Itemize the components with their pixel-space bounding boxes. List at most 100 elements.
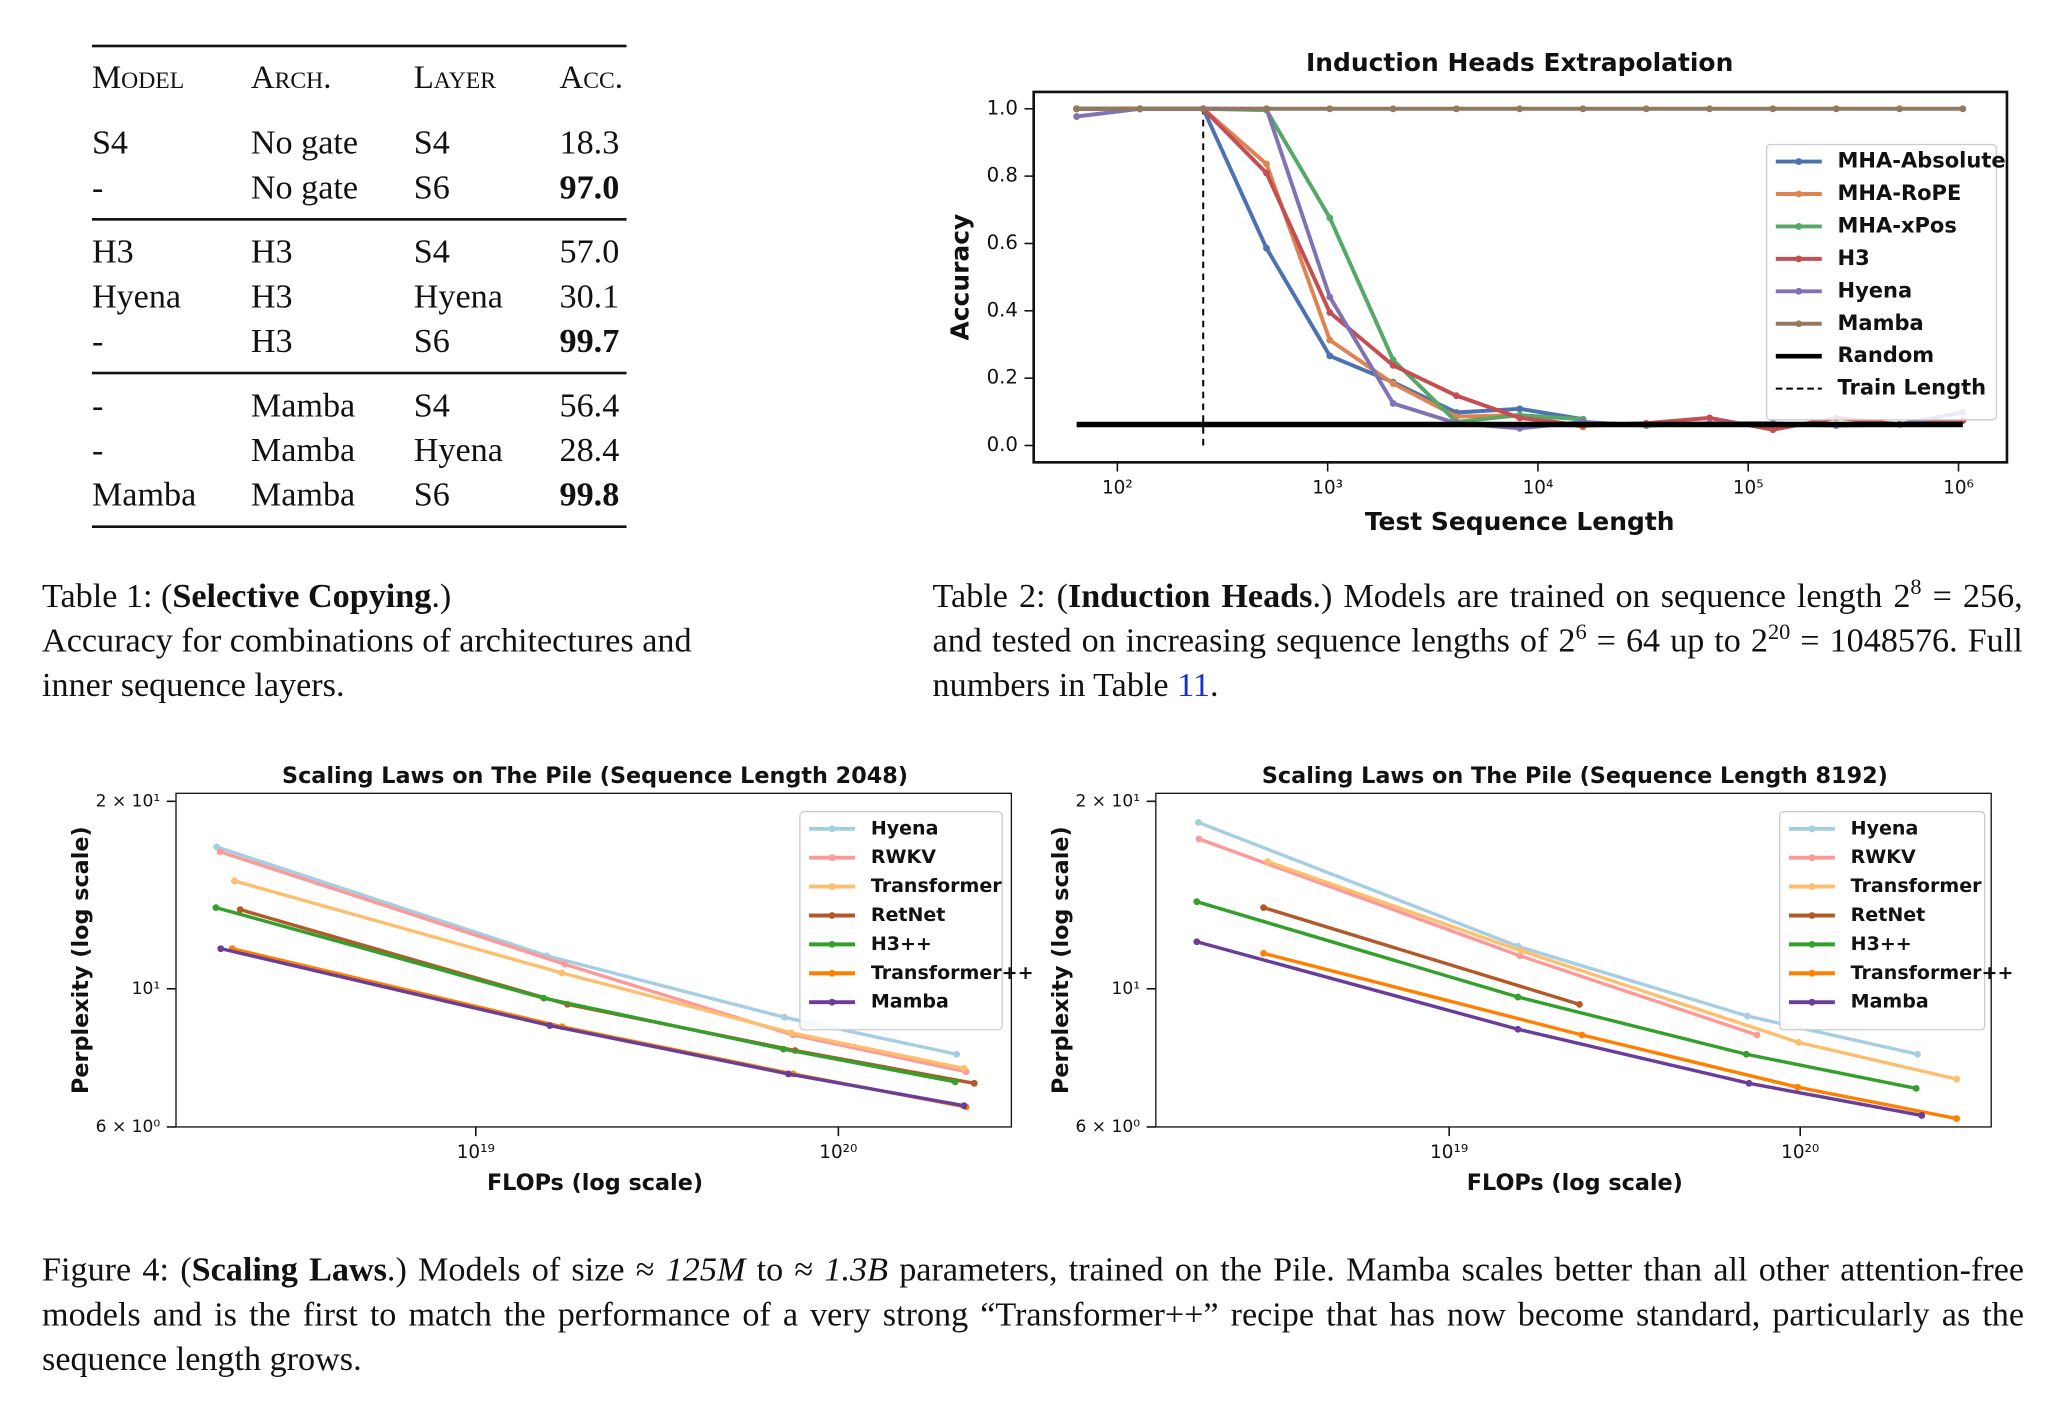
legend-label: Mamba	[1838, 310, 1924, 335]
table-cell: S4	[413, 123, 450, 162]
legend-label: RetNet	[1851, 904, 1926, 926]
legend-marker	[1808, 912, 1816, 919]
legend-label: Train Length	[1838, 375, 1987, 400]
caption-text: 11	[1177, 665, 1210, 705]
data-point	[1073, 105, 1081, 113]
caption-text: Induction Heads	[1067, 576, 1313, 615]
data-point	[1579, 105, 1587, 113]
legend-label: MHA-xPos	[1838, 212, 1957, 237]
chart: Induction Heads Extrapolation Test Sequen…	[945, 48, 2009, 536]
data-point	[1389, 361, 1397, 369]
table-cell: -	[91, 386, 104, 425]
data-point	[779, 1045, 787, 1053]
table-cell: H3	[250, 321, 293, 360]
legend-marker	[1808, 825, 1816, 833]
data-point	[1260, 904, 1268, 912]
legend-box	[1765, 143, 1998, 421]
caption-line: Table 1: (Selective Copying.)	[42, 574, 712, 619]
data-point	[787, 1029, 795, 1037]
table-cell: Mamba	[250, 430, 356, 469]
data-point	[1260, 949, 1268, 957]
table-cell: H3	[250, 232, 293, 271]
data-point	[1795, 1039, 1803, 1046]
data-point	[1326, 293, 1334, 301]
data-point	[1195, 835, 1203, 843]
legend-marker	[828, 998, 836, 1006]
data-point	[1453, 105, 1460, 113]
series-line	[1196, 900, 1917, 1091]
data-point	[1326, 309, 1334, 316]
table-rule	[91, 218, 627, 221]
column-header: Layer	[413, 60, 496, 96]
data-point	[561, 960, 569, 968]
data-point	[231, 877, 238, 885]
table-rule	[91, 44, 627, 48]
y-tick-label: 0.8	[987, 164, 1018, 187]
series-line	[1197, 820, 1918, 1056]
legend-marker	[1808, 883, 1816, 891]
data-point	[1194, 818, 1202, 826]
caption-text: Accuracy for combinations of architectur…	[42, 621, 692, 705]
series-line	[220, 946, 965, 1108]
legend-marker	[1808, 969, 1816, 977]
y-tick-label: 0.4	[987, 298, 1018, 321]
data-point	[1263, 169, 1270, 177]
y-tick-label: 2 × 10¹	[96, 791, 161, 811]
table-cell: Hyena	[91, 277, 182, 316]
table-rule	[91, 372, 627, 374]
legend-label: Transformer++	[871, 962, 1034, 984]
data-point	[1516, 105, 1524, 113]
data-point	[1744, 1012, 1751, 1020]
data-point	[1264, 858, 1272, 866]
caption-text: Scaling Laws	[191, 1250, 387, 1289]
legend-marker	[1795, 255, 1803, 263]
legend-label: RWKV	[1851, 846, 1916, 868]
table1-caption: Table 1: (Selective Copying.) Accuracy fo…	[42, 574, 712, 708]
legend-label: Hyena	[1838, 277, 1913, 302]
legend-marker	[828, 825, 836, 833]
data-point	[1389, 399, 1397, 407]
data-point	[1832, 105, 1840, 113]
data-point	[1953, 1115, 1961, 1122]
table-rule	[91, 525, 627, 529]
data-point	[781, 1013, 788, 1021]
data-point	[1706, 414, 1714, 422]
data-point	[546, 1022, 554, 1029]
caption-text: Figure 4: (	[42, 1250, 192, 1289]
table-cell: S6	[413, 475, 450, 514]
y-axis-label: Perplexity (log scale)	[1048, 826, 1074, 1094]
caption-text: 125M	[665, 1250, 746, 1289]
table-cell: -	[91, 430, 104, 469]
data-point	[1706, 105, 1714, 113]
x-tick-label: 10⁶	[1943, 478, 1974, 499]
legend-label: Hyena	[871, 817, 939, 839]
data-point	[1745, 1079, 1753, 1087]
caption-text: to ≈	[745, 1250, 825, 1289]
legend-marker	[1808, 998, 1816, 1006]
data-point	[1769, 426, 1777, 434]
table-cell: Mamba	[250, 475, 356, 514]
data-point	[540, 994, 548, 1002]
data-point	[1389, 105, 1397, 113]
series-line	[219, 850, 967, 1074]
y-tick-label: 2 × 10¹	[1076, 791, 1141, 811]
data-point	[1514, 1025, 1522, 1033]
caption-text: parameters, trained on the Pile. Mamba s…	[42, 1250, 2025, 1378]
legend-marker	[1808, 854, 1816, 862]
data-point	[1912, 1084, 1920, 1092]
x-tick-label: 10²	[1102, 478, 1133, 499]
legend-label: MHA-Absolute	[1838, 148, 2006, 173]
column-header: Arch.	[250, 60, 332, 96]
data-point	[1516, 414, 1524, 422]
data-point	[1753, 1031, 1761, 1039]
table-cell: Mamba	[91, 475, 197, 514]
data-point	[1769, 105, 1777, 113]
y-tick-label: 0.0	[987, 433, 1018, 456]
data-point	[558, 969, 566, 977]
table-cell: 18.3	[559, 123, 620, 162]
caption-text: .) Models of size ≈	[386, 1250, 666, 1289]
table-cell: -	[91, 168, 104, 207]
caption-text: Table 1: (	[42, 576, 173, 615]
data-point	[1326, 105, 1334, 113]
